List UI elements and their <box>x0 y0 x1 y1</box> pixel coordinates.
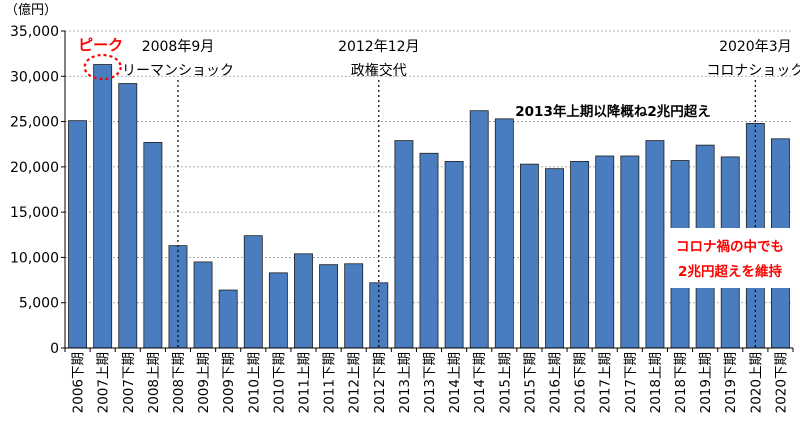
y-tick-label: 10,000 <box>10 250 59 266</box>
y-tick-labels: 0 5,000 10,000 15,000 20,000 25,000 30,000 35,0… <box>10 24 59 357</box>
event-name-label: 政権交代 <box>351 62 407 79</box>
bar-2017上期 <box>595 155 615 349</box>
bar-2013上期 <box>394 140 414 349</box>
y-tick-label: 25,000 <box>10 115 59 131</box>
callout-box <box>668 228 792 288</box>
y-tick-label: 5,000 <box>19 296 59 312</box>
bar-2008上期 <box>143 142 163 349</box>
callout-line-1: コロナ禍の中でも <box>676 238 784 255</box>
bar-2009上期 <box>193 261 213 349</box>
y-unit-label: （億円） <box>5 2 57 18</box>
bar-2017下期 <box>620 155 640 349</box>
x-tick-label: 2007下期 <box>121 352 137 413</box>
x-tick-label: 2016上期 <box>548 352 564 413</box>
y-tick-label: 30,000 <box>10 69 59 85</box>
bar-2012上期 <box>344 263 364 349</box>
bars-layer <box>68 64 790 349</box>
bar-2015上期 <box>494 118 514 349</box>
bar-2007上期 <box>93 64 113 349</box>
bar-2011下期 <box>319 264 339 349</box>
event-date-label: 2020年3月 <box>719 39 792 55</box>
x-tick-label: 2019上期 <box>698 352 714 413</box>
x-tick-label: 2015下期 <box>522 352 538 413</box>
peak-circle <box>83 53 122 81</box>
y-tick-label: 15,000 <box>10 205 59 221</box>
x-tick-label: 2017下期 <box>623 352 639 413</box>
y-tick-label: 35,000 <box>10 24 59 40</box>
axes-layer <box>61 30 794 352</box>
x-tick-label: 2010下期 <box>271 352 287 413</box>
bar-2010上期 <box>243 235 263 349</box>
bar-2010下期 <box>268 272 288 349</box>
x-tick-label: 2016下期 <box>573 352 589 413</box>
x-tick-label: 2018上期 <box>648 352 664 413</box>
x-tick-label: 2008上期 <box>146 352 162 413</box>
x-tick-label: 2011下期 <box>322 352 338 413</box>
x-tick-label: 2020上期 <box>748 352 764 413</box>
event-name-label: コロナショック <box>706 63 800 79</box>
x-tick-label: 2020下期 <box>773 352 789 413</box>
bar-2015下期 <box>519 163 539 349</box>
x-tick-labels: 2006下期 2007上期 2007下期 2008上期 2008下期 2009上期 2009… <box>71 352 790 413</box>
event-name-label: リーマンショック <box>122 63 234 79</box>
callout-line-2: 2兆円超えを維持 <box>678 263 782 280</box>
bar-2016下期 <box>570 161 590 349</box>
bar-2016上期 <box>545 168 564 349</box>
x-tick-label: 2009上期 <box>196 352 212 413</box>
x-tick-label: 2019下期 <box>723 352 739 413</box>
bar-2014下期 <box>469 110 489 349</box>
bar-2014上期 <box>444 161 464 349</box>
bar-2006下期 <box>68 120 87 349</box>
bar-2011上期 <box>294 253 313 349</box>
x-tick-label: 2013上期 <box>397 352 413 413</box>
x-tick-label: 2012下期 <box>372 352 388 413</box>
x-tick-label: 2010上期 <box>246 352 262 413</box>
x-tick-label: 2011上期 <box>296 352 312 413</box>
x-tick-label: 2009下期 <box>221 352 237 413</box>
peak-label: ピーク <box>78 36 123 54</box>
x-tick-label: 2007上期 <box>96 352 112 413</box>
bar-2009下期 <box>218 289 238 349</box>
y-tick-label: 20,000 <box>10 160 59 176</box>
bar-2013下期 <box>419 152 439 349</box>
x-tick-label: 2014下期 <box>472 352 488 413</box>
x-tick-label: 2013下期 <box>422 352 438 413</box>
y-tick-label: 0 <box>50 341 59 357</box>
x-tick-label: 2018下期 <box>673 352 689 413</box>
trend-note: 2013年上期以降概ね2兆円超え <box>515 103 710 120</box>
x-tick-label: 2014上期 <box>447 352 463 413</box>
x-tick-label: 2017上期 <box>598 352 614 413</box>
event-date-label: 2008年9月 <box>142 39 215 55</box>
bar-2018上期 <box>645 140 665 349</box>
x-tick-label: 2012上期 <box>347 352 363 413</box>
event-date-label: 2012年12月 <box>338 39 419 55</box>
x-tick-label: 2006下期 <box>71 352 87 413</box>
x-tick-label: 2008下期 <box>171 352 187 413</box>
x-tick-label: 2015上期 <box>497 352 513 413</box>
bar-2007下期 <box>118 83 138 349</box>
